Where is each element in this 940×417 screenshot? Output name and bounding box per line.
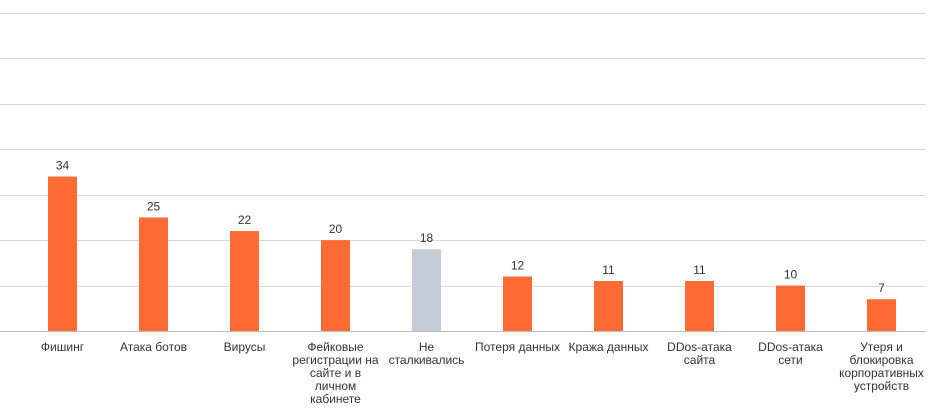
bar (594, 281, 623, 331)
category-label: Кража данных (569, 340, 649, 354)
category-labels: Фишинг Атака ботов Вирусы Фейковые регистрац… (41, 340, 924, 406)
category-label: Не сталкивались (389, 340, 465, 367)
data-label: 25 (147, 199, 161, 213)
bar (230, 231, 259, 331)
data-label: 11 (602, 263, 615, 277)
category-label: Атака ботов (120, 340, 187, 354)
category-label: Потеря данных (475, 340, 560, 354)
bar (412, 249, 441, 331)
bar (503, 276, 532, 331)
data-label: 20 (329, 222, 343, 236)
data-label: 18 (420, 231, 434, 245)
category-label: Вирусы (224, 340, 266, 354)
category-label: DDos-атака сайта (667, 340, 732, 367)
category-label: Фишинг (41, 340, 85, 354)
category-label: DDos-атака сети (758, 340, 823, 367)
gridlines (0, 13, 926, 332)
bar (321, 240, 350, 331)
bar (776, 285, 805, 331)
data-label: 10 (784, 268, 798, 282)
bar (685, 281, 714, 331)
value-labels: 34 25 22 20 18 12 11 11 10 7 (56, 159, 885, 296)
bar (48, 176, 77, 331)
data-label: 34 (56, 159, 70, 173)
bars (48, 176, 896, 331)
category-label: Фейковые регистрации на сайте и в личном каб… (292, 340, 379, 406)
bar (867, 299, 896, 331)
bar (139, 217, 168, 331)
data-label: 11 (693, 263, 706, 277)
category-label: Утеря и блокировка корпоративных устройств (839, 340, 924, 393)
data-label: 7 (878, 281, 885, 295)
data-label: 12 (511, 258, 525, 272)
data-label: 22 (238, 213, 252, 227)
